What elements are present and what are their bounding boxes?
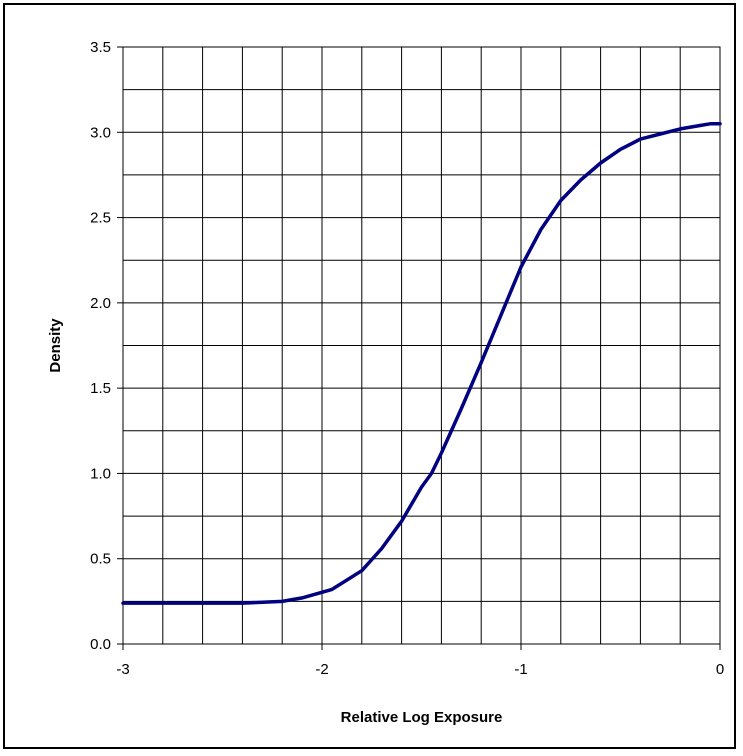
density-curve-line <box>121 122 722 605</box>
plot-border <box>122 46 721 645</box>
y-tick-label: 0.5 <box>90 551 111 568</box>
y-axis-title: Density <box>47 318 64 373</box>
x-tick-label: -2 <box>315 661 328 678</box>
chart-frame <box>3 3 736 749</box>
y-tick-label: 1.5 <box>90 380 111 397</box>
grid <box>123 47 720 644</box>
x-tick-label: 0 <box>716 661 724 678</box>
y-tick-label: 3.5 <box>90 39 111 56</box>
y-tick-label: 2.5 <box>90 210 111 227</box>
y-axis: 0.0 0.5 1.0 1.5 2.0 2.5 3.0 3.5 <box>90 39 123 653</box>
x-tick-label: -3 <box>116 661 129 678</box>
x-axis: -3 -2 -1 0 <box>116 644 724 678</box>
x-axis-title: Relative Log Exposure <box>341 709 503 726</box>
x-tick-label: -1 <box>514 661 527 678</box>
y-tick-label: 1.0 <box>90 465 111 482</box>
plot-area <box>122 46 721 645</box>
y-tick-label: 3.0 <box>90 124 111 141</box>
series-layer <box>121 122 722 605</box>
y-tick-label: 0.0 <box>90 636 111 653</box>
y-tick-label: 2.0 <box>90 295 111 312</box>
